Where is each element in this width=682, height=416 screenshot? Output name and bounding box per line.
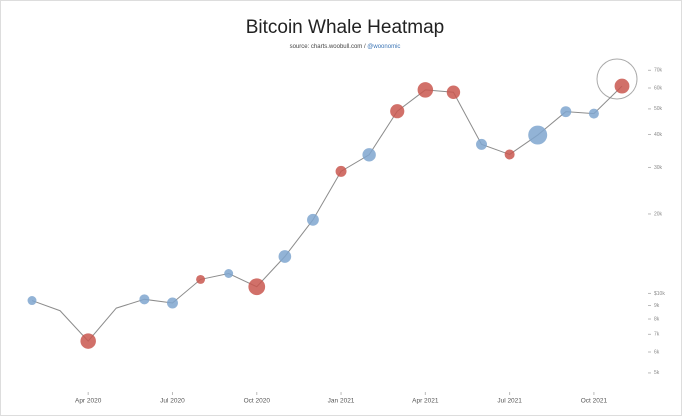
highlight-circle (596, 58, 638, 100)
whale-bubble (362, 148, 376, 162)
subtitle-handle: @woonomic (367, 44, 400, 50)
whale-bubble (80, 333, 96, 349)
whale-bubble (139, 294, 150, 305)
y-tick-label: 70k (654, 68, 663, 74)
chart-title: Bitcoin Whale Heatmap (246, 17, 445, 38)
y-tick-label: 60k (654, 85, 663, 91)
whale-bubble (196, 274, 206, 284)
y-tick-label: 20k (654, 211, 663, 217)
y-tick-label: $10k (654, 291, 665, 297)
y-tick-label: 50k (654, 106, 663, 112)
whale-bubble (224, 269, 234, 278)
whale-bubble (560, 106, 572, 118)
x-tick-label: Jan 2021 (328, 398, 355, 405)
whale-bubble (390, 104, 405, 119)
y-tick-label: 6k (654, 349, 660, 355)
y-tick-label: 40k (654, 132, 663, 138)
y-tick-label: 30k (654, 165, 663, 171)
x-tick-label: Oct 2020 (244, 398, 271, 405)
subtitle-source: source: charts.woobull.com / (290, 44, 366, 50)
whale-bubble (248, 278, 266, 296)
whale-bubble (528, 125, 548, 145)
whale-bubble (278, 250, 292, 263)
whale-bubble (27, 296, 37, 306)
whale-bubble (588, 108, 599, 119)
y-tick-label: 7k (654, 332, 660, 338)
whale-bubble (335, 165, 347, 177)
whale-bubble (614, 78, 630, 94)
x-tick-label: Apr 2021 (412, 398, 439, 405)
x-tick-label: Jul 2021 (497, 398, 522, 405)
whale-bubble (307, 213, 319, 226)
y-tick-label: 5k (654, 370, 660, 376)
x-tick-label: Oct 2021 (581, 398, 608, 405)
whale-bubble (476, 138, 488, 150)
chart-subtitle: source: charts.woobull.com / @woonomic (290, 44, 401, 50)
whale-bubble (166, 297, 178, 309)
y-tick-label: 9k (654, 303, 660, 309)
x-tick-label: Apr 2020 (75, 398, 102, 405)
whale-bubble (446, 85, 461, 99)
y-tick-label: 8k (654, 316, 660, 322)
whale-bubble (417, 82, 434, 98)
whale-bubble (504, 149, 515, 160)
x-tick-label: Jul 2020 (160, 398, 185, 405)
price-line (31, 85, 623, 342)
